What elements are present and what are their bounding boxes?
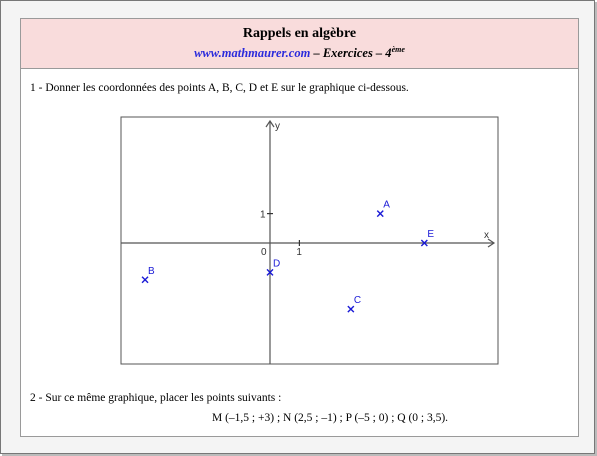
x-axis-arrow [487, 238, 496, 248]
site-link[interactable]: www.mathmaurer.com [194, 46, 311, 61]
y-axis-label: y [275, 121, 280, 132]
question-2: 2 - Sur ce même graphique, placer les po… [30, 392, 282, 404]
unit-ticks [267, 212, 300, 246]
question-1: 1 - Donner les coordonnées des points A,… [30, 82, 409, 94]
header-banner: Rappels en algèbre www.mathmaurer.com – … [21, 19, 578, 69]
point-cross-b [266, 268, 274, 276]
point-b: B [141, 266, 155, 284]
coordinate-graph: x y 0 1 1 A B C D E [120, 116, 499, 365]
point-cross-b [420, 239, 428, 247]
point-d: D [266, 258, 280, 276]
point-e: E [420, 229, 434, 247]
axes [120, 116, 499, 365]
point-label: B [148, 266, 155, 277]
page-title: Rappels en algèbre [242, 26, 357, 41]
subtitle-text: – Exercices – 4 [310, 46, 392, 61]
page-subtitle: www.mathmaurer.com – Exercices – 4ème [21, 45, 578, 61]
axis-labels: x y 0 1 1 [260, 121, 489, 258]
plot-border [120, 116, 499, 365]
point-label: E [427, 229, 434, 240]
plotted-points: A B C D E [141, 200, 434, 313]
point-cross-b [376, 210, 384, 218]
grade-superscript: ème [391, 45, 405, 54]
origin-label: 0 [261, 247, 267, 258]
exercise-frame: Rappels en algèbre www.mathmaurer.com – … [20, 18, 579, 437]
point-a: A [376, 200, 390, 218]
point-cross-b [141, 276, 149, 284]
point-c: C [347, 295, 361, 313]
point-label: D [273, 258, 280, 269]
point-label: C [354, 295, 361, 306]
x-unit-label: 1 [296, 247, 302, 258]
y-unit-label: 1 [260, 210, 266, 221]
x-axis-label: x [484, 230, 489, 241]
point-cross-b [347, 305, 355, 313]
point-label: A [383, 200, 390, 211]
points-to-place: M (–1,5 ; +3) ; N (2,5 ; –1) ; P (–5 ; 0… [212, 412, 449, 424]
y-axis-arrow [265, 119, 275, 128]
